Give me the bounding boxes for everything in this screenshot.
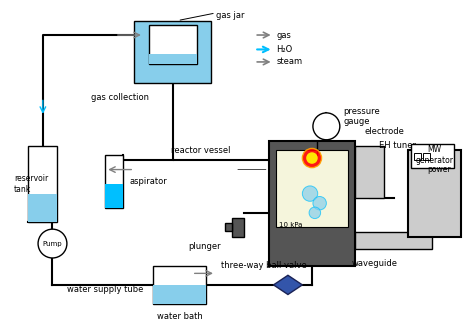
Text: electrode: electrode [365,127,405,136]
Text: water bath: water bath [157,312,203,321]
Bar [154,266,206,304]
Bar [134,21,211,83]
Circle shape [38,229,67,258]
Bar [269,141,355,266]
Text: Pump: Pump [43,241,62,247]
Text: steam: steam [276,57,302,66]
Text: gas: gas [276,31,292,40]
Circle shape [302,148,321,168]
Circle shape [313,196,327,210]
Bar [28,194,57,223]
Bar [105,155,123,208]
Text: power: power [428,165,451,174]
Text: gas collection: gas collection [91,93,149,102]
Text: reservoir
tank: reservoir tank [14,174,48,194]
Text: waveguide: waveguide [351,259,397,268]
Circle shape [309,207,320,219]
Text: reactor vessel: reactor vessel [171,146,230,155]
Bar [154,285,206,304]
Circle shape [302,186,318,201]
Circle shape [306,152,318,164]
Bar [408,150,461,237]
Text: pressure
gauge: pressure gauge [344,107,381,127]
Bar [414,153,420,160]
Text: three-way ball valve: three-way ball valve [221,261,307,270]
Text: water supply tube: water supply tube [67,285,143,294]
Text: aspirator: aspirator [129,177,167,186]
Bar [355,146,384,198]
Bar [411,144,454,168]
Text: 10 kPa: 10 kPa [279,223,303,228]
Text: H₂O: H₂O [276,45,292,54]
Bar [276,150,347,227]
Text: plunger: plunger [188,242,221,251]
Bar [148,54,197,64]
Bar [355,232,432,249]
Text: gas jar: gas jar [216,11,245,20]
Bar [28,146,57,223]
Circle shape [313,113,340,140]
Text: EH tuner: EH tuner [379,141,416,150]
Polygon shape [273,275,302,295]
Bar [423,153,430,160]
Text: MW
generator: MW generator [416,145,454,165]
Bar [105,184,123,208]
Bar [232,218,244,237]
Bar [148,25,197,64]
Bar [225,223,232,231]
